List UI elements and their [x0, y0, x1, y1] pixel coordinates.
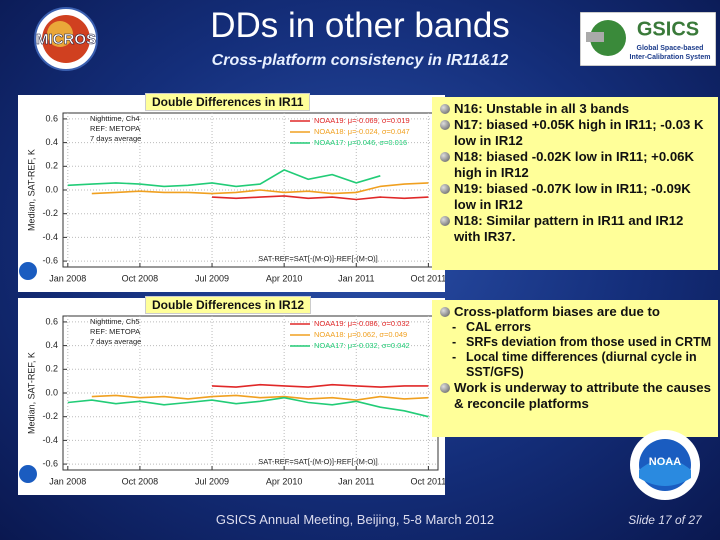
slide-title: DDs in other bands: [210, 6, 510, 45]
bullet-item: N17: biased +0.05K high in IR11; -0.03 K…: [440, 117, 712, 149]
y-tick-label: 0.2: [45, 161, 58, 171]
chart-note: Nighttime, Ch5: [90, 317, 140, 326]
logo-micros: MICROS: [34, 7, 98, 71]
x-tick-label: Oct 2008: [122, 273, 159, 283]
y-tick-label: -0.6: [42, 458, 58, 468]
chart-note: 7 days average: [90, 337, 141, 346]
chart-note: Nighttime, Ch4: [90, 114, 140, 123]
y-tick-label: -0.4: [42, 232, 58, 242]
x-tick-label: Jan 2011: [338, 273, 374, 283]
text-panel: Cross-platform biases are due toCAL erro…: [432, 300, 718, 437]
bullet-item: N18: Similar pattern in IR11 and IR12 wi…: [440, 213, 712, 245]
series-line: [211, 195, 429, 201]
logo-noaa-small: [18, 260, 39, 282]
x-tick-label: Oct 2011: [410, 273, 445, 283]
slide-subtitle: Cross-platform consistency in IR11&12: [211, 52, 509, 69]
logo-satellite: [586, 32, 604, 42]
x-tick-label: Jul 2009: [195, 476, 229, 486]
y-tick-label: 0.4: [45, 340, 58, 350]
chart-label: Double Differences in IR11: [145, 93, 311, 111]
x-tick-label: Jan 2008: [49, 476, 86, 486]
logo-core: [47, 21, 73, 47]
y-tick-label: 0.0: [45, 387, 58, 397]
x-tick-label: Apr 2010: [266, 273, 303, 283]
y-tick-label: -0.2: [42, 208, 58, 218]
logo-gsics: GSICS Global Space-based Inter-Calibrati…: [580, 12, 716, 66]
sub-item: Local time differences (diurnal cycle in…: [440, 350, 712, 380]
y-tick-label: 0.6: [45, 113, 58, 123]
series-line: [91, 394, 429, 401]
x-tick-label: Jan 2011: [338, 476, 374, 486]
x-tick-label: Apr 2010: [266, 476, 303, 486]
y-tick-label: 0.6: [45, 316, 58, 326]
bullet-item: N16: Unstable in all 3 bands: [440, 101, 712, 117]
bullet-item: N18: biased -0.02K low in IR11; +0.06K h…: [440, 149, 712, 181]
y-tick-label: 0.2: [45, 364, 58, 374]
legend-entry: NOAA19: μ=-0.069, σ=0.019: [314, 116, 410, 125]
chart-formula: SAT-REF=SAT[-(M-O)]-REF[-(M-O)]: [258, 254, 378, 263]
logo-noaa-small: [18, 463, 39, 485]
sub-item: CAL errors: [440, 320, 712, 335]
chart-note: REF: METOPA: [90, 124, 140, 133]
series-line: [67, 396, 429, 418]
logo-text: GSICS: [637, 18, 699, 40]
chart: -0.6 -0.4 -0.2 0.0 0.2 0.4 0.6 Jan 2008 Oct 2008…: [18, 95, 445, 292]
logo-text: Global Space-based: [637, 45, 704, 52]
y-axis-label: Median, SAT-REF, K: [26, 352, 36, 434]
bullet-item: Cross-platform biases are due to: [440, 304, 712, 320]
text-panel: N16: Unstable in all 3 bands N17: biased …: [432, 97, 718, 270]
chart-label: Double Differences in IR12: [145, 296, 312, 314]
footer-meeting: GSICS Annual Meeting, Beijing, 5-8 March…: [215, 512, 495, 527]
logo-text: MICROS: [36, 31, 96, 48]
chart-note: 7 days average: [90, 134, 141, 143]
y-tick-label: 0.0: [45, 184, 58, 194]
y-tick-label: -0.2: [42, 411, 58, 421]
footer-slide: Slide 17 of 27: [628, 513, 702, 527]
logo-text: Inter-Calibration System: [630, 54, 711, 61]
y-tick-label: 0.4: [45, 137, 58, 147]
x-tick-label: Jan 2008: [49, 273, 86, 283]
series-line: [91, 182, 429, 195]
legend-entry: NOAA19: μ=-0.086, σ=0.032: [314, 319, 410, 328]
y-tick-label: -0.6: [42, 255, 58, 265]
series-line: [211, 383, 429, 388]
sub-item: SRFs deviation from those used in CRTM: [440, 335, 712, 350]
legend-entry: NOAA17: μ=-0.032, σ=0.042: [314, 341, 410, 350]
bullet-item: Work is underway to attribute the causes…: [440, 380, 712, 412]
chart-formula: SAT-REF=SAT[-(M-O)]-REF[-(M-O)]: [258, 457, 378, 466]
logo-noaa: NOAA: [630, 430, 700, 500]
logo-wave: [639, 459, 691, 486]
chart-note: REF: METOPA: [90, 327, 140, 336]
bullet-item: N19: biased -0.07K low in IR11; -0.09K l…: [440, 181, 712, 213]
x-tick-label: Oct 2008: [122, 476, 159, 486]
x-tick-label: Jul 2009: [195, 273, 229, 283]
series-line: [67, 169, 381, 188]
logo-text: NOAA: [649, 456, 681, 468]
legend-entry: NOAA18: μ=0.062, σ=0.049: [314, 330, 407, 339]
legend-entry: NOAA18: μ=-0.024, σ=0.047: [314, 127, 410, 136]
legend-entry: NOAA17: μ=0.046, σ=0.016: [314, 138, 407, 147]
logo-globe: [590, 20, 626, 56]
x-tick-label: Oct 2011: [410, 476, 445, 486]
chart: -0.6 -0.4 -0.2 0.0 0.2 0.4 0.6 Jan 2008 Oct 2008…: [18, 298, 445, 495]
y-axis-label: Median, SAT-REF, K: [26, 149, 36, 231]
y-tick-label: -0.4: [42, 435, 58, 445]
